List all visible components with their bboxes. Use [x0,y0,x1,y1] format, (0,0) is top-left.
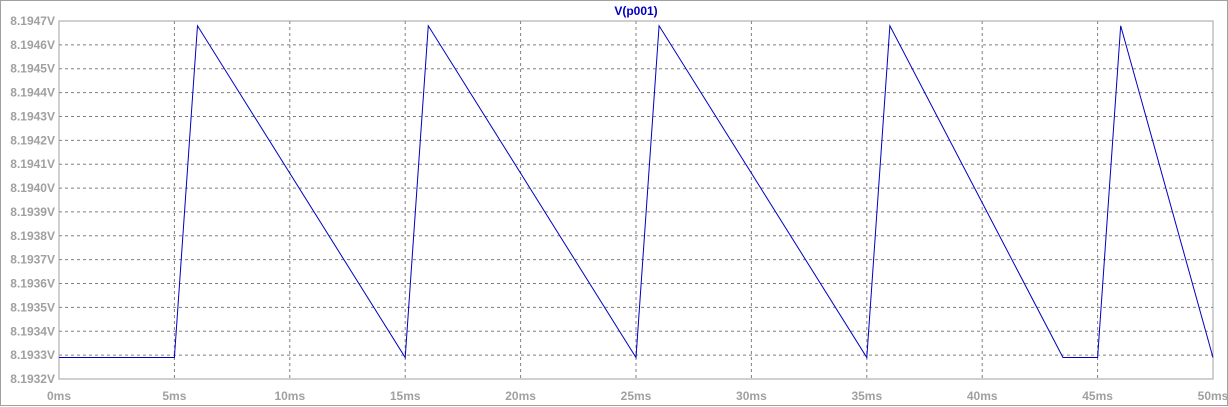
x-tick-label: 25ms [621,389,652,403]
grid [59,21,1213,379]
plot-frame [58,20,1214,380]
y-tick-label: 8.1939V [10,205,55,219]
y-tick-label: 8.1943V [10,109,55,123]
y-tick-label: 8.1947V [10,14,55,28]
tick-labels: 0ms 5ms 10ms 15ms 20ms 25ms 30ms 35ms 40ms 45ms 50… [10,14,1228,403]
x-tick-label: 35ms [851,389,882,403]
x-tick-label: 40ms [967,389,998,403]
x-tick-label: 10ms [274,389,305,403]
x-tick-label: 5ms [162,389,186,403]
y-tick-label: 8.1937V [10,253,55,267]
x-tick-label: 45ms [1082,389,1113,403]
y-tick-label: 8.1940V [10,181,55,195]
y-tick-label: 8.1942V [10,133,55,147]
y-tick-label: 8.1933V [10,348,55,362]
y-tick-label: 8.1938V [10,229,55,243]
chart-title: V(p001) [614,4,657,18]
y-tick-label: 8.1935V [10,300,55,314]
y-tick-label: 8.1934V [10,324,55,338]
x-tick-label: 50ms [1198,389,1228,403]
series-layer [59,23,1214,360]
y-tick-label: 8.1945V [10,62,55,76]
y-tick-label: 8.1936V [10,277,55,291]
x-tick-label: 15ms [390,389,421,403]
x-tick-label: 0ms [47,389,71,403]
x-tick-label: 20ms [505,389,536,403]
x-tick-label: 30ms [736,389,767,403]
y-tick-label: 8.1944V [10,86,55,100]
y-tick-label: 8.1932V [10,372,55,386]
series-line-v-p001 [59,23,1214,360]
y-tick-label: 8.1941V [10,157,55,171]
y-tick-label: 8.1946V [10,38,55,52]
